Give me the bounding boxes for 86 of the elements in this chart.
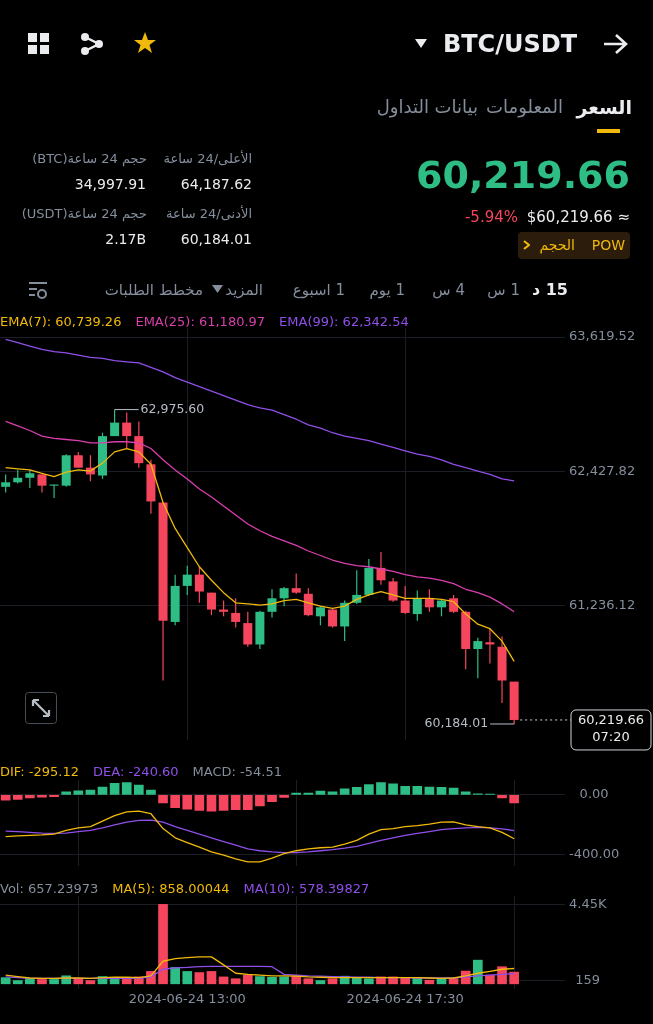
ref-line-label: 60,219.66 07:20 (577, 712, 645, 745)
text: MA(10): 578.39827 (243, 881, 370, 897)
annotation: 62,975.60 (140, 400, 205, 416)
y-tick-label: 159 (575, 972, 601, 988)
candlestick (122, 411, 132, 450)
y-tick-label: 4.45K (568, 895, 607, 911)
text: السعر (576, 95, 632, 119)
text: بيانات التداول (376, 96, 478, 118)
text: DIF: -295.12 (0, 764, 80, 780)
text: المزيد (225, 281, 263, 299)
y-tick-label: -400.00 (569, 845, 620, 861)
candlestick (1, 473, 11, 494)
y-tick-label: 0.00 (579, 786, 609, 802)
y-tick-label: 61,236.12 (568, 596, 636, 612)
y-tick-label: 63,619.52 (568, 328, 636, 344)
bar (267, 976, 277, 985)
text: $60,219.66 ≈ (526, 208, 630, 226)
text: 1 س (487, 281, 520, 299)
candlestick (303, 587, 313, 617)
text: 1 يوم (369, 281, 405, 299)
bar (158, 904, 168, 985)
text: مخطط الطلبات (104, 281, 203, 299)
bar (315, 980, 326, 985)
bar (255, 976, 265, 985)
text: 4 س (432, 281, 465, 299)
text: 60,184.01 (180, 230, 252, 248)
bar (327, 978, 338, 985)
bar (182, 971, 193, 985)
bar (194, 972, 205, 985)
bar (85, 980, 96, 985)
text: -5.94% (464, 208, 518, 226)
candlestick (291, 572, 301, 595)
bar (279, 976, 289, 985)
bar (49, 979, 59, 985)
candlestick (25, 469, 35, 489)
text: الأعلى/24 ساعة (163, 151, 252, 167)
bar (170, 967, 180, 985)
candlestick (231, 597, 241, 629)
text: BTC/USDT (442, 29, 577, 59)
text: DEA: -240.60 (93, 764, 179, 780)
text: الأدنى/24 ساعة (166, 206, 252, 222)
bar (303, 978, 314, 985)
text: 15 د (531, 280, 568, 300)
text: 34,997.91 (74, 175, 146, 193)
text: EMA(7): 60,739.26 (0, 314, 122, 330)
candlestick (400, 585, 410, 615)
bar (206, 971, 217, 985)
candlestick (328, 607, 338, 629)
bar (242, 974, 253, 985)
text: 64,187.62 (180, 175, 252, 193)
bar (351, 977, 362, 985)
candlestick (110, 408, 120, 437)
candlestick (485, 628, 495, 665)
text: EMA(25): 61,180.97 (135, 314, 266, 330)
candlestick (412, 589, 422, 622)
candlestick (182, 565, 192, 596)
candlestick (473, 637, 483, 679)
text: 60,219.66 (416, 153, 630, 199)
candlestick (194, 566, 204, 604)
text: المعلومات (486, 96, 563, 118)
text: 1 اسبوع (292, 281, 345, 299)
x-tick-label: 2024-06-24 13:00 (128, 991, 246, 1007)
candlestick (340, 599, 350, 642)
bar (400, 977, 411, 985)
bar (12, 980, 23, 985)
text: POW (591, 236, 625, 254)
series-label: MACD: -54.51 (192, 764, 282, 780)
bar (509, 971, 519, 985)
annotation: 60,184.01 (424, 715, 489, 731)
candlestick (37, 473, 47, 494)
candlestick (243, 611, 253, 648)
text: الحجم (539, 236, 575, 254)
candlestick (49, 483, 59, 499)
x-tick-label: 2024-06-24 17:30 (346, 991, 464, 1007)
text: Vol: 657.23973 (0, 881, 99, 897)
bar (364, 978, 374, 985)
text: MA(5): 858.00044 (112, 881, 230, 897)
candlestick (267, 588, 277, 619)
candlestick (279, 586, 289, 607)
bar (37, 979, 47, 985)
text: EMA(99): 62,342.54 (279, 314, 409, 330)
bar (230, 978, 241, 985)
text: حجم 24 ساعة(BTC) (32, 151, 147, 167)
text: 2.17B (105, 230, 146, 248)
text: حجم 24 ساعة(USDT) (21, 206, 147, 222)
y-tick-label: 62,427.82 (568, 462, 636, 478)
